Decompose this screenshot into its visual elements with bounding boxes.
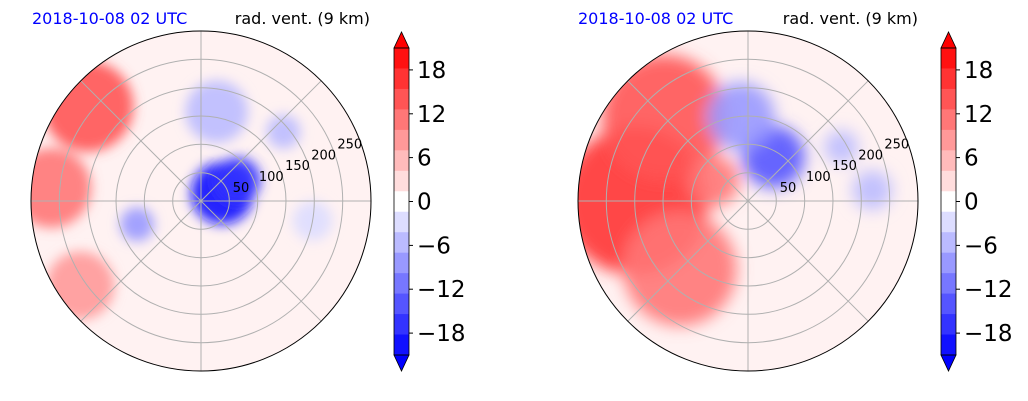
colorbar-right: 18 12 6 0 −6 −12 −18 (940, 31, 1013, 372)
colorbar-tick-label: −6 (417, 233, 451, 259)
polar-frame-left (30, 30, 372, 372)
colorbar-level (394, 109, 409, 131)
colorbar-tick-label: 18 (964, 58, 993, 84)
radial-tick-label: 150 (832, 159, 857, 174)
radial-tick-label: 50 (780, 181, 797, 196)
radial-tick-label: 250 (337, 138, 362, 153)
polar-grid-right (578, 31, 918, 371)
colorbar-level (394, 334, 409, 356)
azimuth-line-315 (200, 200, 322, 322)
azimuth-line-315 (747, 200, 869, 322)
colorbar-tick-label: −12 (964, 277, 1013, 303)
colorbar-level (941, 170, 956, 192)
colorbar-level (394, 211, 409, 233)
colorbar-level (941, 334, 956, 356)
colorbar-level (394, 150, 409, 172)
radial-tick-label: 100 (259, 170, 284, 185)
colorbar-tick-label: 0 (417, 190, 432, 216)
field-patch-6 (46, 251, 115, 320)
colorbar-tick-label: 6 (417, 146, 432, 172)
variable-title-left: rad. vent. (9 km) (235, 9, 370, 28)
field-patch-5 (31, 148, 92, 228)
colorbar-tick-label: 0 (964, 190, 979, 216)
colorbar-tick-label: 12 (417, 102, 446, 128)
radial-tick-label: 100 (806, 170, 831, 185)
radial-tick-label: 150 (285, 159, 310, 174)
colorbar-extend-max (393, 31, 410, 49)
field-patch-8 (266, 114, 301, 149)
colorbar-level (394, 129, 409, 151)
azimuth-line-225 (627, 200, 749, 322)
date-title-right: 2018-10-08 02 UTC (578, 9, 733, 28)
polar-grid-left (31, 31, 371, 371)
colorbar-level (394, 170, 409, 192)
colorbar-level (394, 293, 409, 315)
radial-tick-label: 200 (858, 148, 883, 163)
field-patch-2 (215, 157, 261, 203)
field-patch-4 (42, 61, 134, 152)
field-patch-7 (120, 207, 155, 242)
colorbar-level (941, 48, 956, 69)
azimuth-line-45 (747, 80, 869, 202)
colorbar-level (941, 314, 956, 336)
colorbar-tick-label: 12 (964, 102, 993, 128)
colorbar-level (394, 48, 409, 69)
field-patch-3 (185, 80, 248, 143)
azimuth-line-135 (627, 80, 749, 202)
polar-frame-right (577, 30, 919, 372)
colorbar-level (394, 191, 409, 213)
panel-right: 2018-10-08 02 UTC rad. vent. (9 km) 50 10… (577, 9, 1013, 372)
radial-tick-label: 200 (311, 148, 336, 163)
azimuth-line-135 (80, 80, 202, 202)
date-title-left: 2018-10-08 02 UTC (32, 9, 187, 28)
colorbar-level (941, 211, 956, 233)
colorbar-tick-label: −18 (964, 321, 1013, 347)
colorbar-level (941, 88, 956, 110)
colorbar-level (394, 314, 409, 336)
colorbar-tick-label: −12 (417, 277, 466, 303)
colorbar-extend-max (940, 31, 957, 49)
field-patch-7 (852, 170, 892, 210)
panel-left: 2018-10-08 02 UTC rad. vent. (9 km) 50 10… (30, 9, 466, 372)
colorbar-level (941, 68, 956, 90)
colorbar-level (941, 293, 956, 315)
colorbar-level (941, 252, 956, 274)
colorbar-tick-label: 18 (417, 58, 446, 84)
colorbar-tick-label: −18 (417, 321, 466, 347)
colorbar-tick-label: 6 (964, 146, 979, 172)
colorbar-level (394, 68, 409, 90)
colorbar-level (941, 232, 956, 254)
colorbar-extend-min (940, 354, 957, 372)
colorbar-level (394, 273, 409, 295)
colorbar-level (941, 109, 956, 131)
radial-tick-label: 50 (233, 181, 250, 196)
radial-tick-label: 250 (884, 138, 909, 153)
colorbar-level (941, 129, 956, 151)
variable-title-right: rad. vent. (9 km) (783, 9, 918, 28)
colorbar-level (394, 252, 409, 274)
colorbar-level (394, 88, 409, 110)
azimuth-line-45 (200, 80, 322, 202)
colorbar-level (941, 191, 956, 213)
colorbar-extend-min (393, 354, 410, 372)
colorbar-level (941, 150, 956, 172)
field-patch-4 (688, 155, 740, 207)
field-patch-8 (824, 130, 859, 165)
azimuth-line-225 (80, 200, 202, 322)
colorbar-level (394, 232, 409, 254)
colorbar-level (941, 273, 956, 295)
colorbar-left: 18 12 6 0 −6 −12 −18 (393, 31, 466, 372)
colorbar-tick-label: −6 (964, 233, 998, 259)
